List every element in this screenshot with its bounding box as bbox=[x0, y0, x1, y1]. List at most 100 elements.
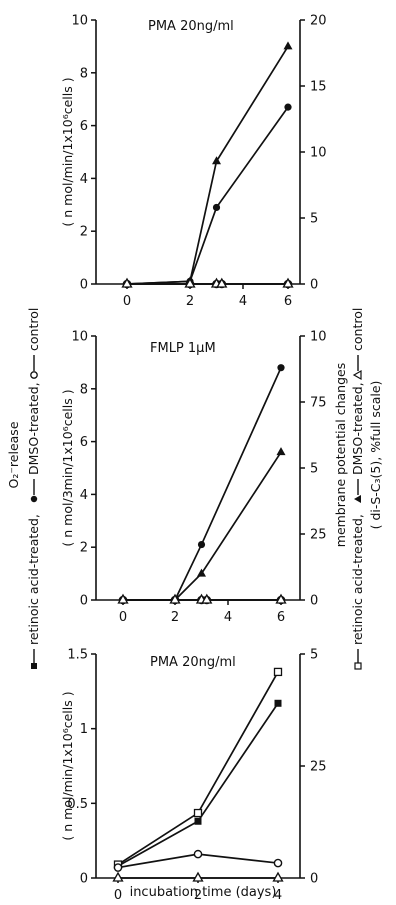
left-unit-label: ( n mol/min/1x10⁶cells ) bbox=[60, 77, 75, 226]
right-tick-label: 10 bbox=[310, 146, 327, 161]
right-tick-label: 15 bbox=[310, 80, 327, 95]
x-tick-label: 6 bbox=[284, 294, 292, 309]
left-unit-label: ( n mol/3min/1x10⁶cells ) bbox=[60, 389, 75, 546]
x-tick-label: 2 bbox=[186, 294, 194, 309]
chart-panel-2: 0 2 4 6 8 10 0 25 5 75 10 0 2 4 6 FMLP 1μM ( n mol/3min/… bbox=[60, 330, 327, 626]
x-tick-label: 2 bbox=[194, 888, 202, 903]
left-axis-title: O₂⁻release retinoic acid-treated, DMSO-t… bbox=[6, 308, 41, 669]
panel-annotation: PMA 20ng/ml bbox=[148, 19, 234, 34]
point-open-triangle bbox=[184, 277, 196, 288]
point-open-circle bbox=[273, 858, 283, 868]
point-open-square bbox=[273, 667, 283, 677]
left-title-o2-release: O₂⁻release bbox=[6, 421, 21, 488]
left-tick-label: 1.5 bbox=[67, 648, 88, 663]
right-tick-label: 5 bbox=[310, 212, 318, 227]
right-title-dye: ( di-S-C₃(5), %full scale) bbox=[368, 381, 383, 530]
right-title-control: control bbox=[350, 308, 365, 351]
series-line-filled-circle bbox=[126, 106, 289, 285]
left-tick-label: 0 bbox=[80, 278, 88, 293]
x-tick-label: 0 bbox=[114, 888, 122, 903]
left-tick-label: 4 bbox=[80, 172, 88, 187]
point-open-triangle bbox=[216, 277, 228, 288]
x-axis-title: incubation time (days) bbox=[130, 885, 277, 900]
point-filled-circle bbox=[277, 364, 285, 372]
panel-annotation: FMLP 1μM bbox=[150, 341, 216, 356]
left-tick-label: 6 bbox=[80, 119, 88, 134]
right-tick-label: 5 bbox=[310, 648, 318, 663]
point-filled-circle bbox=[212, 203, 221, 212]
left-tick-label: 6 bbox=[80, 435, 88, 450]
left-tick-label: 8 bbox=[80, 66, 88, 81]
point-filled-triangle bbox=[283, 41, 293, 50]
legend-filled-triangle-icon bbox=[354, 495, 361, 503]
left-tick-label: 10 bbox=[71, 14, 88, 29]
series-line-open-square bbox=[117, 671, 279, 866]
left-tick-label: 2 bbox=[80, 541, 88, 556]
point-open-triangle bbox=[201, 593, 213, 604]
point-open-triangle bbox=[121, 277, 133, 288]
point-open-square bbox=[193, 808, 203, 818]
left-tick-label: 8 bbox=[80, 382, 88, 397]
right-tick-label: 0 bbox=[310, 872, 318, 887]
panel-annotation: PMA 20ng/ml bbox=[150, 655, 236, 670]
right-tick-label: 10 bbox=[310, 330, 327, 345]
left-tick-label: 0 bbox=[80, 594, 88, 609]
legend-open-square-icon bbox=[354, 662, 362, 670]
left-tick-label: 10 bbox=[71, 330, 88, 345]
point-open-triangle bbox=[282, 277, 294, 288]
left-unit-label: ( n mol/min/1x10⁶cells ) bbox=[60, 691, 75, 840]
point-open-triangle bbox=[275, 593, 287, 604]
x-tick-label: 4 bbox=[224, 610, 232, 625]
right-title-retinoic: retinoic acid-treated, bbox=[350, 514, 365, 645]
series-line-filled-circle bbox=[123, 367, 282, 601]
x-tick-label: 4 bbox=[274, 888, 282, 903]
point-open-circle bbox=[193, 849, 203, 859]
x-tick-label: 0 bbox=[123, 294, 131, 309]
right-tick-label: 25 bbox=[310, 760, 327, 775]
point-filled-square bbox=[274, 699, 282, 707]
point-filled-triangle bbox=[276, 447, 286, 456]
legend-filled-square-icon bbox=[31, 663, 37, 669]
x-tick-label: 2 bbox=[171, 610, 179, 625]
series-line-filled-triangle bbox=[123, 451, 282, 601]
point-open-circle bbox=[113, 863, 123, 872]
series-line-filled-square bbox=[117, 702, 279, 867]
legend-open-triangle-icon bbox=[352, 369, 362, 381]
legend-filled-circle-icon bbox=[30, 495, 38, 503]
x-tick-label: 4 bbox=[239, 294, 247, 309]
right-tick-label: 5 bbox=[310, 462, 318, 477]
left-title-control: control bbox=[26, 308, 41, 351]
point-open-triangle bbox=[272, 871, 284, 882]
chart-panel-1: 0 2 4 6 8 10 0 5 10 15 20 0 2 4 6 PMA 20ng/ml ( n mol/mi… bbox=[60, 14, 327, 310]
point-filled-triangle bbox=[212, 156, 221, 165]
right-title-membrane: membrane potential changes bbox=[333, 363, 348, 547]
left-tick-label: 0.5 bbox=[67, 797, 88, 812]
right-tick-label: 0 bbox=[310, 594, 318, 609]
left-title-retinoic: retinoic acid-treated, bbox=[26, 514, 41, 645]
point-open-triangle bbox=[112, 871, 124, 882]
right-tick-label: 25 bbox=[310, 528, 327, 543]
x-tick-label: 0 bbox=[119, 610, 127, 625]
left-title-dmso: DMSO-treated, bbox=[26, 382, 41, 475]
point-filled-circle bbox=[284, 103, 292, 111]
left-tick-label: 1 bbox=[80, 722, 88, 737]
point-open-triangle bbox=[192, 871, 204, 882]
right-tick-label: 0 bbox=[310, 278, 318, 293]
point-filled-square bbox=[194, 817, 202, 825]
point-filled-circle bbox=[197, 540, 206, 549]
left-tick-label: 2 bbox=[80, 225, 88, 240]
left-tick-label: 4 bbox=[80, 488, 88, 503]
point-open-triangle bbox=[169, 593, 181, 604]
point-filled-triangle bbox=[197, 568, 206, 577]
left-tick-label: 0 bbox=[80, 872, 88, 887]
x-tick-label: 6 bbox=[277, 610, 285, 625]
point-open-triangle bbox=[117, 593, 129, 604]
series-line-filled-triangle bbox=[126, 45, 289, 285]
right-title-dmso: DMSO-treated, bbox=[350, 382, 365, 475]
right-tick-label: 20 bbox=[310, 14, 327, 29]
right-axis-title: membrane potential changes retinoic acid… bbox=[333, 308, 383, 670]
right-tick-label: 75 bbox=[310, 396, 327, 411]
legend-open-circle-icon bbox=[30, 371, 38, 379]
